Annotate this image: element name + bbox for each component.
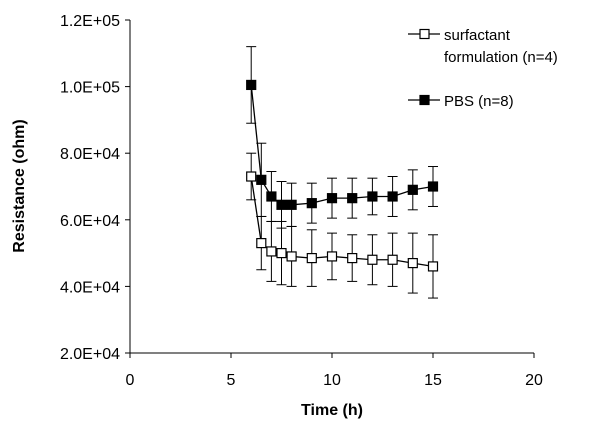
- legend-entry-2: PBS (n=8): [408, 93, 514, 110]
- data-series: [246, 46, 439, 299]
- x-tick-label: 10: [323, 372, 341, 389]
- data-point-marker: [407, 257, 418, 269]
- x-tick-label: 20: [525, 372, 543, 389]
- data-point-marker: [347, 193, 358, 204]
- axes: [125, 19, 535, 358]
- legend-marker: [419, 94, 430, 106]
- data-point-marker: [326, 193, 338, 204]
- legend-label: formulation (n=4): [444, 49, 558, 66]
- legend-marker: [419, 28, 430, 40]
- x-tick-label: 0: [126, 372, 135, 389]
- data-point-marker: [367, 191, 378, 202]
- data-point-marker: [306, 252, 317, 264]
- series-1: [246, 152, 439, 299]
- y-axis-title: Resistance (ohm): [11, 119, 28, 252]
- data-point-marker: [306, 198, 317, 209]
- data-point-marker: [427, 261, 439, 272]
- data-point-marker: [246, 79, 257, 91]
- y-tick-label: 1.2E+05: [60, 13, 120, 30]
- data-point-marker: [387, 254, 398, 265]
- y-tick-label: 1.0E+05: [60, 80, 120, 97]
- data-point-marker: [347, 252, 358, 264]
- legend: surfactant formulation (n=4) PBS (n=8): [408, 27, 558, 110]
- y-tick-label: 2.0E+04: [60, 346, 120, 363]
- data-point-marker: [326, 251, 338, 262]
- legend-label: surfactant: [444, 27, 511, 44]
- data-point-marker: [276, 199, 287, 210]
- data-point-marker: [246, 171, 257, 182]
- y-tick-label: 4.0E+04: [60, 279, 120, 296]
- x-tick-label: 15: [424, 372, 442, 389]
- data-point-marker: [286, 251, 297, 262]
- legend-entry-1: surfactant formulation (n=4): [408, 27, 558, 66]
- data-point-marker: [427, 181, 439, 192]
- data-point-marker: [387, 191, 398, 202]
- data-point-marker: [256, 238, 267, 249]
- data-point-marker: [367, 254, 378, 265]
- data-point-marker: [256, 174, 267, 185]
- data-point-marker: [276, 248, 287, 259]
- data-point-marker: [266, 246, 277, 257]
- data-point-marker: [286, 199, 297, 210]
- series-line: [250, 84, 434, 206]
- tick-labels: 2.0E+04 4.0E+04 6.0E+04 8.0E+04 1.0E+05 1.2E+…: [60, 13, 543, 389]
- y-tick-label: 8.0E+04: [60, 146, 120, 163]
- series-2: [246, 46, 439, 229]
- legend-label: PBS (n=8): [444, 93, 514, 110]
- x-tick-label: 5: [227, 372, 236, 389]
- x-axis-title: Time (h): [301, 402, 363, 419]
- data-point-marker: [266, 191, 277, 202]
- y-tick-label: 6.0E+04: [60, 213, 120, 230]
- data-point-marker: [407, 184, 418, 195]
